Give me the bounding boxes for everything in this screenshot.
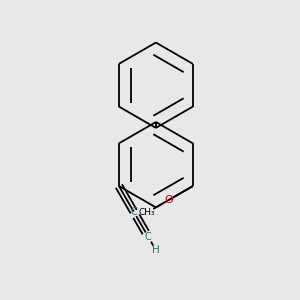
Text: C: C (130, 207, 137, 217)
Text: H: H (152, 245, 160, 255)
Text: C: C (145, 232, 152, 242)
Text: CH₃: CH₃ (139, 208, 155, 217)
Text: O: O (164, 195, 173, 205)
